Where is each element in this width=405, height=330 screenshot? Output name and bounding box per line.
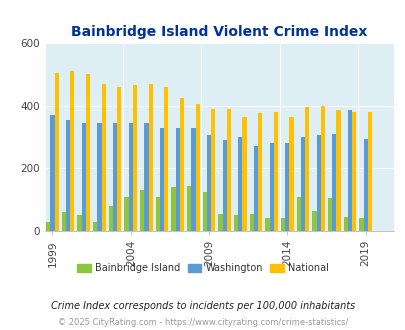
Bar — [171, 187, 175, 231]
Bar — [226, 109, 230, 231]
Bar — [46, 222, 50, 231]
Bar — [62, 212, 66, 231]
Bar — [179, 98, 183, 231]
Bar — [164, 87, 168, 231]
Bar — [316, 135, 320, 231]
Bar — [160, 127, 164, 231]
Bar — [238, 137, 242, 231]
Bar — [265, 218, 269, 231]
Bar — [109, 206, 113, 231]
Bar — [148, 83, 152, 231]
Title: Bainbridge Island Violent Crime Index: Bainbridge Island Violent Crime Index — [71, 25, 367, 39]
Bar — [305, 107, 309, 231]
Bar — [70, 71, 74, 231]
Bar — [351, 112, 356, 231]
Bar — [331, 134, 336, 231]
Bar — [222, 140, 226, 231]
Bar — [358, 218, 362, 231]
Bar — [195, 104, 199, 231]
Bar — [253, 147, 258, 231]
Bar — [280, 218, 285, 231]
Bar — [86, 74, 90, 231]
Bar — [367, 112, 371, 231]
Bar — [320, 106, 324, 231]
Legend: Bainbridge Island, Washington, National: Bainbridge Island, Washington, National — [73, 259, 332, 277]
Bar — [113, 123, 117, 231]
Bar — [343, 217, 347, 231]
Text: Crime Index corresponds to incidents per 100,000 inhabitants: Crime Index corresponds to incidents per… — [51, 301, 354, 311]
Bar — [207, 135, 211, 231]
Bar — [336, 110, 340, 231]
Bar — [311, 211, 316, 231]
Bar — [101, 83, 106, 231]
Bar — [347, 110, 351, 231]
Bar — [300, 137, 305, 231]
Bar — [124, 197, 128, 231]
Bar — [327, 198, 331, 231]
Bar — [77, 215, 81, 231]
Bar — [81, 123, 86, 231]
Bar — [156, 197, 160, 231]
Bar — [269, 143, 273, 231]
Bar — [97, 123, 101, 231]
Bar — [273, 112, 277, 231]
Bar — [218, 214, 222, 231]
Bar — [117, 87, 121, 231]
Bar — [285, 143, 289, 231]
Bar — [289, 116, 293, 231]
Bar — [211, 109, 215, 231]
Bar — [54, 73, 59, 231]
Bar — [50, 115, 54, 231]
Bar — [175, 127, 179, 231]
Bar — [128, 123, 132, 231]
Bar — [249, 214, 253, 231]
Bar — [132, 85, 137, 231]
Bar — [242, 116, 246, 231]
Bar — [296, 197, 300, 231]
Bar — [233, 215, 238, 231]
Bar — [191, 127, 195, 231]
Bar — [66, 120, 70, 231]
Bar — [362, 139, 367, 231]
Bar — [187, 185, 191, 231]
Bar — [202, 192, 207, 231]
Bar — [258, 114, 262, 231]
Text: © 2025 CityRating.com - https://www.cityrating.com/crime-statistics/: © 2025 CityRating.com - https://www.city… — [58, 318, 347, 327]
Bar — [144, 123, 148, 231]
Bar — [140, 190, 144, 231]
Bar — [93, 222, 97, 231]
